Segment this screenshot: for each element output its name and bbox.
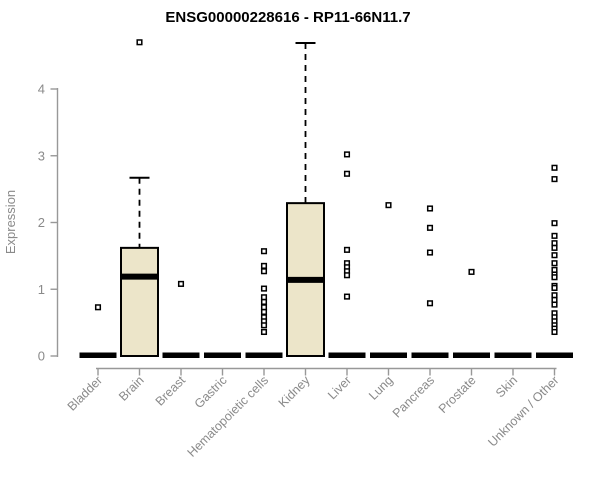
zero-bar: [162, 352, 200, 358]
x-tick-label: Bladder: [65, 373, 105, 413]
group-pancreas: [411, 205, 449, 358]
outlier-point: [177, 280, 185, 287]
x-tick-label: Lung: [366, 373, 396, 403]
zero-bar: [204, 352, 241, 358]
x-tick-label: Liver: [325, 373, 354, 402]
outlier-point: [551, 240, 558, 247]
outlier-point: [343, 170, 351, 177]
outlier-point: [385, 202, 392, 209]
boxes-layer: [79, 39, 573, 358]
x-tick-label: Skin: [493, 373, 520, 400]
y-tick-label: 4: [38, 82, 45, 97]
outlier-point: [551, 232, 558, 239]
outlier-point: [260, 308, 268, 315]
outlier-point: [551, 252, 558, 259]
outlier-point: [260, 294, 268, 301]
group-liver: [328, 151, 366, 358]
zero-bar: [411, 352, 449, 358]
x-tick-label: Brain: [116, 373, 147, 404]
outlier-point: [551, 292, 558, 299]
y-tick-label: 3: [38, 148, 45, 163]
group-bladder: [79, 304, 117, 358]
zero-bar: [79, 352, 117, 358]
outlier-point: [551, 220, 558, 227]
group-breast: [162, 280, 200, 358]
chart-title: ENSG00000228616 - RP11-66N11.7: [165, 9, 410, 26]
outlier-point: [551, 301, 558, 308]
group-skin: [494, 352, 532, 358]
outlier-point: [551, 164, 558, 171]
group-kidney: [286, 41, 325, 357]
outlier-point: [551, 296, 558, 303]
outlier-point: [551, 176, 558, 183]
outlier-point: [426, 224, 434, 231]
x-tick-label: Kidney: [276, 373, 313, 410]
zero-bar: [370, 352, 407, 358]
group-brain: [120, 39, 159, 358]
outlier-point: [551, 266, 558, 273]
zero-bar: [328, 352, 366, 358]
x-tick-label: Breast: [153, 373, 189, 409]
outlier-point: [551, 260, 558, 267]
y-tick-label: 1: [38, 282, 45, 297]
y-axis-label: Expression: [3, 190, 18, 254]
outlier-point: [468, 268, 475, 275]
zero-bar: [494, 352, 532, 358]
outlier-point: [551, 284, 558, 291]
y-tick-label: 0: [38, 349, 45, 364]
x-tick-label: Pancreas: [390, 373, 437, 420]
outlier-point: [260, 285, 268, 292]
outlier-point: [136, 39, 143, 46]
x-tick-label: Gastric: [192, 373, 230, 411]
group-unknown-other: [536, 164, 573, 358]
x-tick-label: Hematopoietic cells: [185, 373, 272, 460]
box: [120, 246, 159, 358]
y-tick-label: 2: [38, 215, 45, 230]
group-lung: [370, 202, 407, 358]
outlier-point: [551, 328, 558, 336]
x-tick-label: Unknown / Other: [485, 373, 561, 449]
outlier-point: [260, 268, 268, 275]
outlier-point: [343, 272, 351, 279]
outlier-point: [260, 262, 268, 269]
outlier-point: [343, 246, 351, 253]
group-prostate: [453, 268, 490, 358]
outlier-point: [426, 205, 434, 212]
outlier-point: [260, 298, 268, 305]
group-hematopoietic-cells: [245, 248, 283, 358]
outlier-point: [260, 328, 268, 336]
outlier-point: [343, 293, 351, 300]
group-gastric: [204, 352, 241, 358]
outlier-point: [343, 151, 351, 158]
outlier-point: [94, 304, 102, 311]
outlier-point: [551, 274, 558, 281]
outlier-point: [260, 322, 268, 329]
x-tick-label: Prostate: [436, 373, 479, 416]
zero-bar: [245, 352, 283, 358]
outlier-point: [260, 248, 268, 255]
outlier-point: [426, 249, 434, 256]
zero-bar: [453, 352, 490, 358]
outlier-point: [551, 244, 558, 251]
zero-bar: [536, 352, 573, 358]
outlier-point: [426, 300, 434, 307]
outlier-point: [260, 304, 268, 311]
